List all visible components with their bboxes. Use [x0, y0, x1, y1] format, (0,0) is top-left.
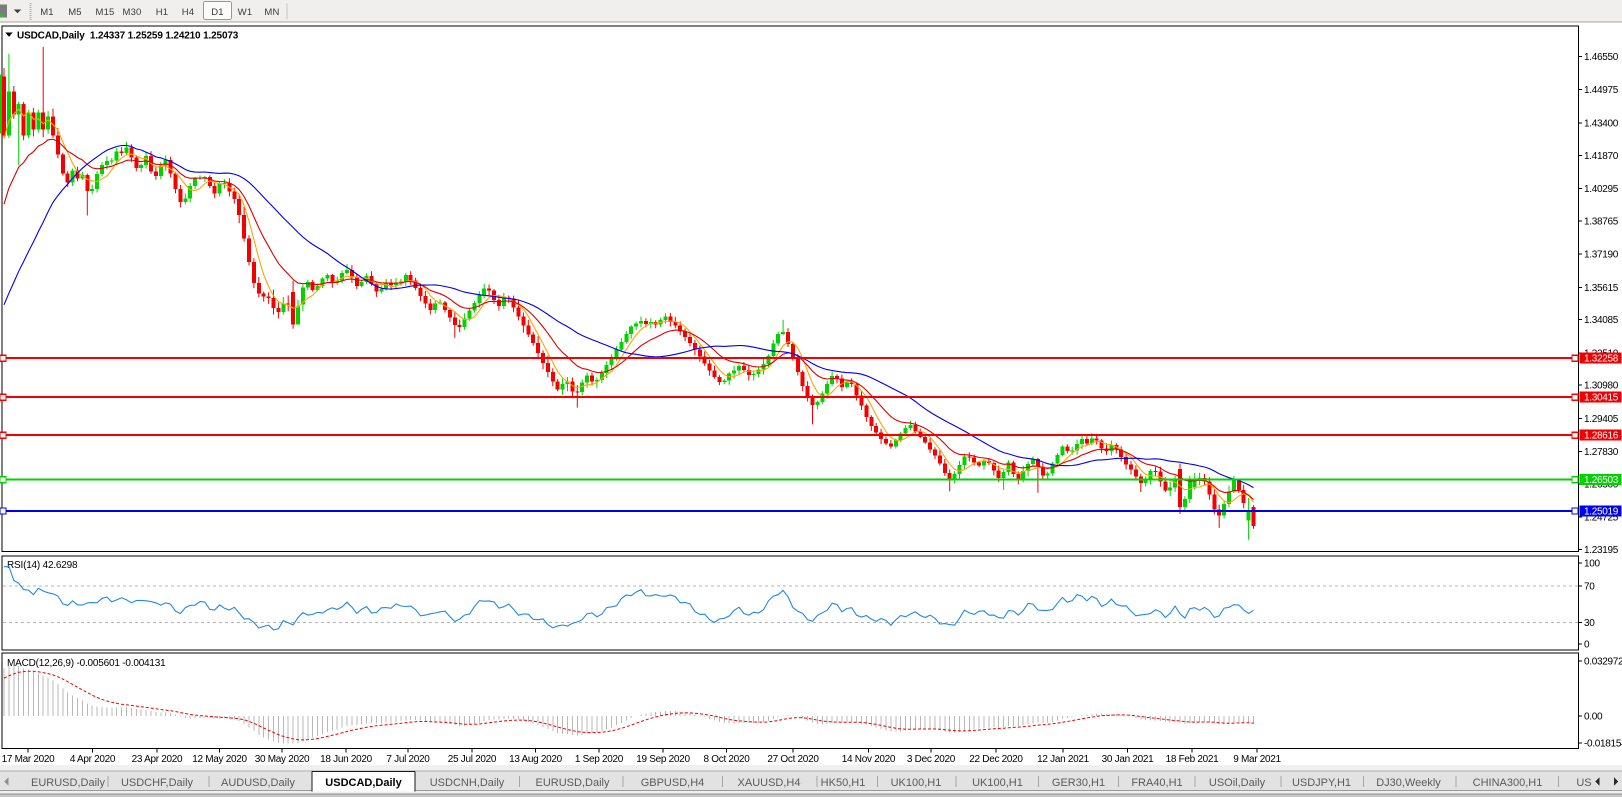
svg-text:1.23195: 1.23195 — [1584, 545, 1619, 556]
svg-text:1.25019: 1.25019 — [1584, 507, 1619, 518]
svg-text:USDCAD,Daily 1.24337 1.25259: USDCAD,Daily 1.24337 1.25259 1.24210 1.2… — [17, 31, 239, 42]
svg-text:MACD(12,26,9) -0.005601 -0.004: MACD(12,26,9) -0.005601 -0.004131 — [7, 658, 166, 669]
svg-text:1.30980: 1.30980 — [1584, 381, 1619, 392]
svg-text:1.32258: 1.32258 — [1584, 354, 1619, 365]
svg-text:MN: MN — [264, 7, 279, 18]
svg-text:0.00: 0.00 — [1584, 712, 1603, 723]
svg-text:1.24725: 1.24725 — [1584, 513, 1619, 524]
svg-text:7 Jul 2020: 7 Jul 2020 — [386, 754, 430, 765]
svg-text:18 Jun 2020: 18 Jun 2020 — [320, 754, 372, 765]
svg-text:USDJPY,H1: USDJPY,H1 — [1292, 777, 1351, 789]
svg-text:USDCAD,Daily: USDCAD,Daily — [325, 777, 402, 789]
svg-text:22 Dec 2020: 22 Dec 2020 — [969, 754, 1023, 765]
svg-text:RSI(14) 42.6298: RSI(14) 42.6298 — [7, 560, 78, 571]
svg-text:DJ30,Weekly: DJ30,Weekly — [1376, 777, 1441, 789]
svg-text:12 Jan 2021: 12 Jan 2021 — [1037, 754, 1089, 765]
svg-text:12 May 2020: 12 May 2020 — [192, 754, 247, 765]
svg-text:M30: M30 — [122, 7, 141, 18]
svg-text:M5: M5 — [68, 7, 82, 18]
svg-text:H4: H4 — [182, 7, 195, 18]
svg-text:1.26503: 1.26503 — [1584, 475, 1619, 486]
svg-text:CHINA300,H1: CHINA300,H1 — [1473, 777, 1543, 789]
svg-text:1.41870: 1.41870 — [1584, 151, 1619, 162]
svg-text:USDCNH,Daily: USDCNH,Daily — [430, 777, 505, 789]
svg-text:US: US — [1576, 777, 1591, 789]
svg-text:4 Apr 2020: 4 Apr 2020 — [70, 754, 116, 765]
svg-text:EURUSD,Daily: EURUSD,Daily — [536, 777, 610, 789]
svg-text:19 Sep 2020: 19 Sep 2020 — [636, 754, 690, 765]
svg-text:23 Apr 2020: 23 Apr 2020 — [132, 754, 183, 765]
svg-text:H1: H1 — [156, 7, 169, 18]
svg-text:30: 30 — [1584, 618, 1595, 629]
svg-text:1.43400: 1.43400 — [1584, 119, 1619, 130]
svg-text:0: 0 — [1584, 640, 1590, 651]
svg-text:100: 100 — [1584, 559, 1601, 570]
svg-text:0.032972: 0.032972 — [1584, 657, 1622, 668]
svg-text:8 Oct 2020: 8 Oct 2020 — [704, 754, 751, 765]
svg-text:M15: M15 — [95, 7, 114, 18]
svg-text:3 Dec 2020: 3 Dec 2020 — [907, 754, 956, 765]
svg-text:EURUSD,Daily: EURUSD,Daily — [31, 777, 105, 789]
svg-text:1.46550: 1.46550 — [1584, 52, 1619, 63]
svg-text:1.28616: 1.28616 — [1584, 431, 1619, 442]
svg-text:-0.018154: -0.018154 — [1584, 739, 1622, 750]
svg-text:1.35615: 1.35615 — [1584, 283, 1619, 294]
svg-text:1.38765: 1.38765 — [1584, 216, 1619, 227]
svg-text:18 Feb 2021: 18 Feb 2021 — [1166, 754, 1220, 765]
svg-text:1.29405: 1.29405 — [1584, 414, 1619, 425]
svg-text:UK100,H1: UK100,H1 — [891, 777, 942, 789]
svg-text:1.30415: 1.30415 — [1584, 393, 1619, 404]
svg-text:1.44975: 1.44975 — [1584, 85, 1619, 96]
svg-text:17 Mar 2020: 17 Mar 2020 — [2, 754, 56, 765]
svg-text:27 Oct 2020: 27 Oct 2020 — [767, 754, 819, 765]
svg-text:XAUUSD,H4: XAUUSD,H4 — [738, 777, 801, 789]
svg-text:USOil,Daily: USOil,Daily — [1209, 777, 1266, 789]
svg-text:1.34085: 1.34085 — [1584, 315, 1619, 326]
svg-text:UK100,H1: UK100,H1 — [972, 777, 1023, 789]
svg-text:D1: D1 — [211, 7, 224, 18]
svg-text:30 May 2020: 30 May 2020 — [255, 754, 310, 765]
svg-text:M1: M1 — [40, 7, 54, 18]
svg-text:FRA40,H1: FRA40,H1 — [1131, 777, 1182, 789]
svg-text:1.27830: 1.27830 — [1584, 447, 1619, 458]
svg-text:25 Jul 2020: 25 Jul 2020 — [448, 754, 497, 765]
svg-text:13 Aug 2020: 13 Aug 2020 — [509, 754, 563, 765]
svg-text:9 Mar 2021: 9 Mar 2021 — [1233, 754, 1281, 765]
svg-text:1.37190: 1.37190 — [1584, 250, 1619, 261]
svg-text:30 Jan 2021: 30 Jan 2021 — [1102, 754, 1154, 765]
svg-text:HK50,H1: HK50,H1 — [821, 777, 866, 789]
svg-text:GBPUSD,H4: GBPUSD,H4 — [641, 777, 705, 789]
svg-text:W1: W1 — [238, 7, 253, 18]
svg-text:14 Nov 2020: 14 Nov 2020 — [842, 754, 896, 765]
svg-text:70: 70 — [1584, 581, 1595, 592]
svg-text:1.40295: 1.40295 — [1584, 184, 1619, 195]
svg-text:AUDUSD,Daily: AUDUSD,Daily — [221, 777, 295, 789]
svg-text:USDCHF,Daily: USDCHF,Daily — [121, 777, 194, 789]
svg-text:GER30,H1: GER30,H1 — [1052, 777, 1105, 789]
svg-text:1 Sep 2020: 1 Sep 2020 — [575, 754, 624, 765]
